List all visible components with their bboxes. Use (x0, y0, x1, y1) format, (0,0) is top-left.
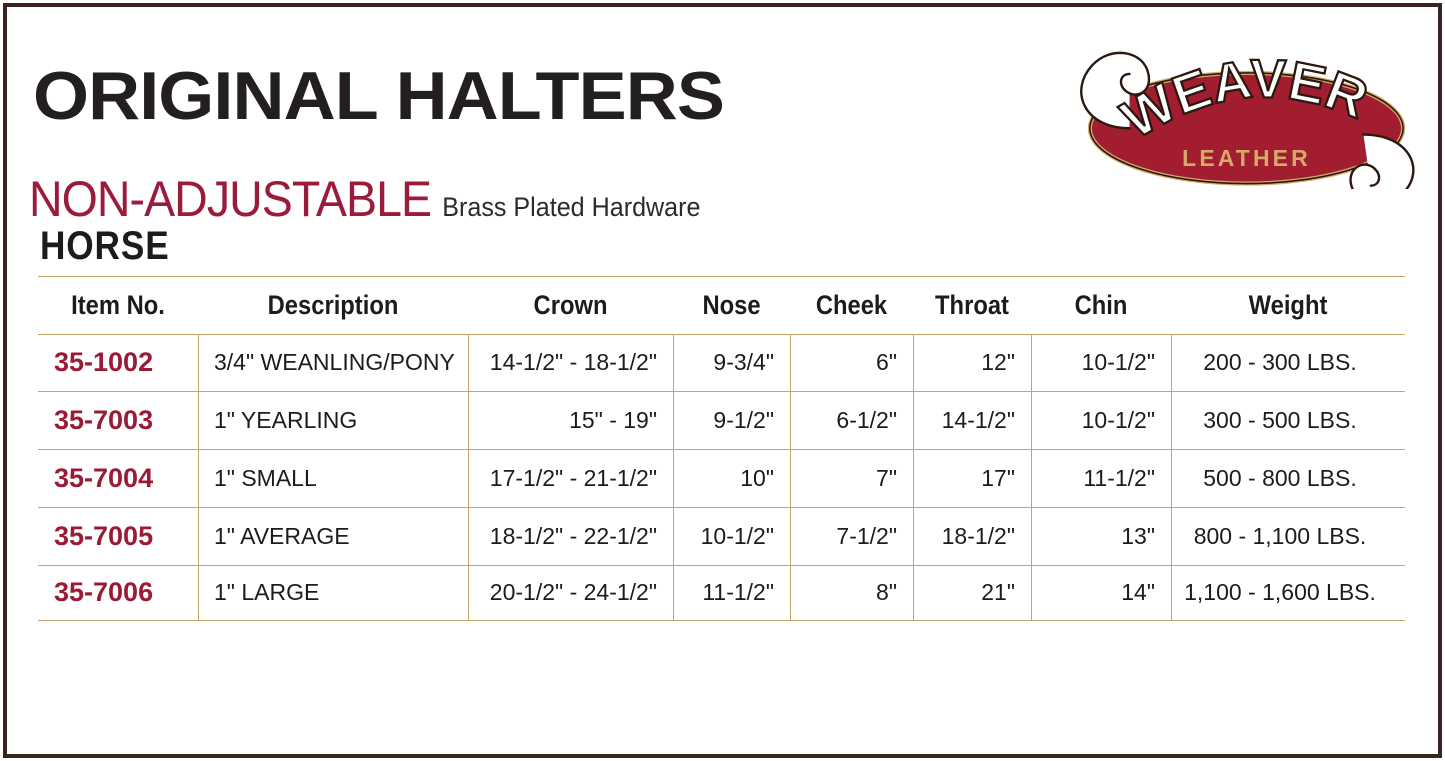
svg-text:LEATHER: LEATHER (1182, 145, 1311, 171)
